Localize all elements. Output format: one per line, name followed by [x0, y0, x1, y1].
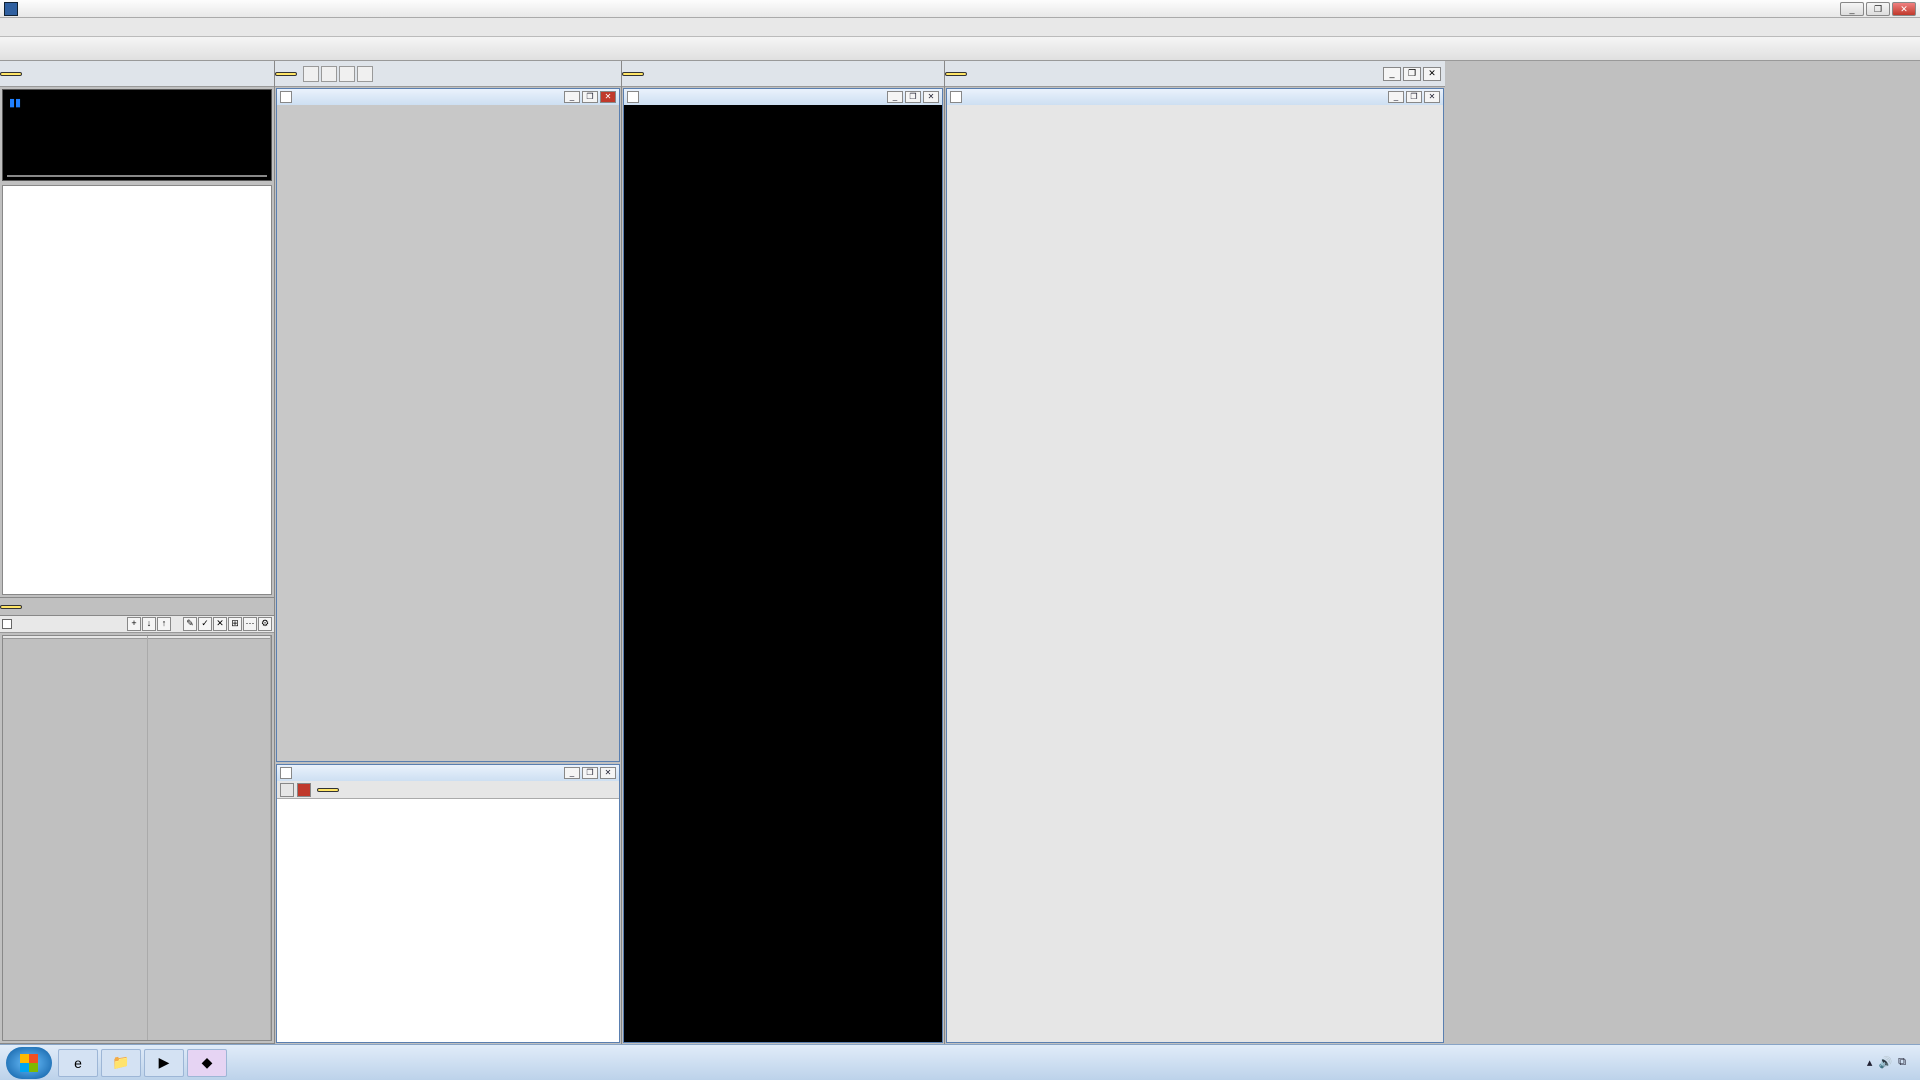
contour-panes [947, 105, 1443, 1042]
ss-tool-del[interactable] [297, 783, 311, 797]
left-panel: ▮▮ + ↓ ↑ ✎ ✓ ✕ ⊞ ⋯ ⚙ [0, 61, 275, 1044]
minimize-button[interactable]: _ [1840, 2, 1864, 16]
system-tray[interactable]: ▴ 🔊 ⧉ [1859, 1056, 1920, 1069]
obj-btn-edit[interactable]: ✎ [183, 617, 197, 631]
mid-tool-3[interactable] [339, 66, 355, 82]
scrolling-window-icon [280, 91, 292, 103]
objects-left-col[interactable] [3, 636, 148, 1040]
main-area: ▮▮ + ↓ ↑ ✎ ✓ ✕ ⊞ ⋯ ⚙ [0, 61, 1920, 1044]
start-button[interactable] [6, 1047, 52, 1079]
obj-btn-del[interactable]: ✕ [213, 617, 227, 631]
sw-max[interactable]: ❐ [582, 91, 598, 103]
channels-area [277, 105, 619, 761]
sa-max[interactable]: ❐ [905, 91, 921, 103]
cp-top-close[interactable]: ✕ [1423, 67, 1441, 81]
spreadsheet-label [317, 788, 339, 792]
obj-btn-sort2[interactable]: ↑ [157, 617, 171, 631]
eeg-label [275, 72, 297, 76]
ss-tool-1[interactable] [280, 783, 294, 797]
main-toolbar [0, 37, 1920, 61]
sa-min[interactable]: _ [887, 91, 903, 103]
obj-btn-sort[interactable]: ↓ [142, 617, 156, 631]
spectral-panel: _❐✕ [622, 61, 945, 1044]
obj-btn-add[interactable]: + [127, 617, 141, 631]
objects-right-col[interactable] [148, 636, 271, 1040]
spectral-rows [624, 105, 942, 1014]
contour-panel: _ ❐ ✕ _❐✕ [945, 61, 1445, 1044]
obj-icon [2, 619, 12, 629]
scrolling-window: _❐✕ [276, 88, 620, 762]
app-icon [4, 2, 18, 16]
mid-tool-1[interactable] [303, 66, 319, 82]
tray-up-icon[interactable]: ▴ [1867, 1056, 1873, 1069]
file-tree[interactable] [2, 185, 272, 595]
contour-label [945, 72, 967, 76]
sa-close[interactable]: ✕ [923, 91, 939, 103]
object-toolbar: + ↓ ↑ ✎ ✓ ✕ ⊞ ⋯ ⚙ [0, 616, 274, 633]
cp-min[interactable]: _ [1388, 91, 1404, 103]
maximize-button[interactable]: ❐ [1866, 2, 1890, 16]
sw-close[interactable]: ✕ [600, 91, 616, 103]
status-bar-row [7, 175, 267, 177]
taskbar[interactable]: e 📁 ▶ ◆ ▴ 🔊 ⧉ [0, 1044, 1920, 1080]
mid-tool-4[interactable] [357, 66, 373, 82]
bottom-tabs[interactable] [0, 1043, 274, 1044]
cp-top-min[interactable]: _ [1383, 67, 1401, 81]
ss-close[interactable]: ✕ [600, 767, 616, 779]
tray-network-icon[interactable]: ⧉ [1898, 1056, 1906, 1069]
obj-btn-cfg[interactable]: ⚙ [258, 617, 272, 631]
ss-min[interactable]: _ [564, 767, 580, 779]
experiment-objects-label [0, 605, 22, 609]
taskbar-sciworks[interactable]: ◆ [187, 1049, 227, 1077]
obj-btn-copy[interactable]: ⊞ [228, 617, 242, 631]
spectral-window: _❐✕ [623, 88, 943, 1043]
mid-tool-2[interactable] [321, 66, 337, 82]
sw-min[interactable]: _ [564, 91, 580, 103]
spectral-x-axis [624, 1014, 942, 1042]
taskbar-ie[interactable]: e [58, 1049, 98, 1077]
window-titlebar: _ ❐ ✕ [0, 0, 1920, 18]
status-label [0, 72, 22, 76]
menu-bar [0, 18, 1920, 37]
close-button[interactable]: ✕ [1892, 2, 1916, 16]
ss-max[interactable]: ❐ [582, 767, 598, 779]
taskbar-explorer[interactable]: 📁 [101, 1049, 141, 1077]
windows-logo-icon [20, 1054, 38, 1072]
status-box: ▮▮ [2, 89, 272, 181]
cp-top-max[interactable]: ❐ [1403, 67, 1421, 81]
spreadsheet-grid[interactable] [277, 799, 619, 1042]
obj-btn-more[interactable]: ⋯ [243, 617, 257, 631]
spectral-icon [627, 91, 639, 103]
objects-area [2, 635, 272, 1041]
mid-panel: _❐✕ _❐✕ [275, 61, 622, 1044]
spreadsheet-icon [280, 767, 292, 779]
spreadsheet-window: _❐✕ [276, 764, 620, 1043]
tray-volume-icon[interactable]: 🔊 [1878, 1056, 1892, 1069]
contour-window: _❐✕ [946, 88, 1444, 1043]
fft-label [622, 72, 644, 76]
contour-icon [950, 91, 962, 103]
taskbar-media[interactable]: ▶ [144, 1049, 184, 1077]
cp-close[interactable]: ✕ [1424, 91, 1440, 103]
cp-max[interactable]: ❐ [1406, 91, 1422, 103]
obj-btn-check[interactable]: ✓ [198, 617, 212, 631]
